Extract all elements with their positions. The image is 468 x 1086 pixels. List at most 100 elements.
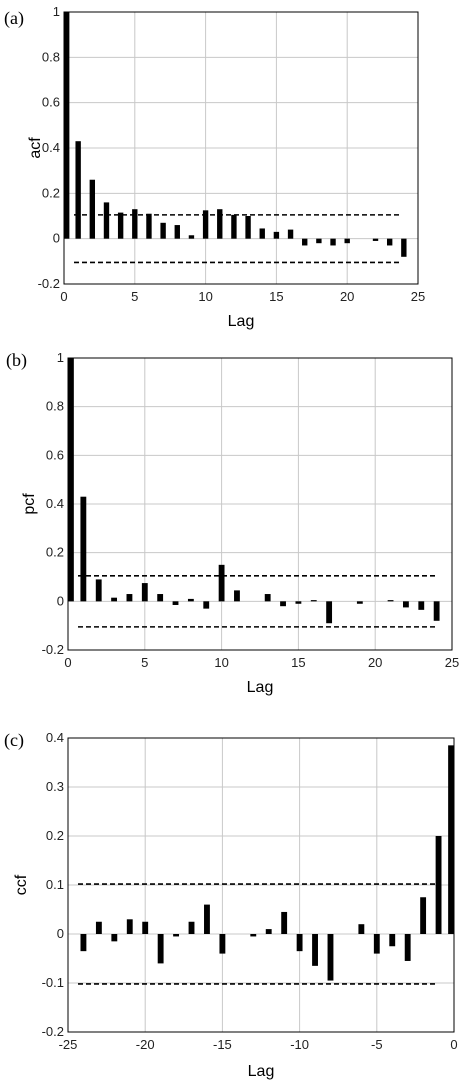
y-tick-label: 0.2 (46, 828, 64, 843)
bar-lag-14 (280, 601, 286, 607)
x-tick-label: 15 (291, 655, 305, 670)
y-tick-label: 0.8 (42, 49, 60, 64)
x-tick-label: -15 (213, 1037, 232, 1052)
bar-lag-23 (386, 238, 393, 246)
y-tick-label: 0.2 (42, 185, 60, 200)
bar-lag-2 (95, 579, 102, 602)
bar-lag-0 (448, 745, 454, 934)
x-axis-label: Lag (248, 1063, 275, 1080)
bar-lag-15 (273, 231, 280, 239)
panel-label: (a) (4, 8, 24, 29)
y-tick-label: 0.1 (46, 877, 64, 892)
x-tick-label: 25 (411, 289, 425, 304)
bar-lag-9 (203, 601, 210, 609)
bar-lag-17 (302, 238, 308, 246)
bar-lag-22 (372, 238, 379, 241)
bar-lag-13 (264, 594, 271, 602)
y-tick-label: 0 (57, 926, 64, 941)
y-tick-label: 0.4 (46, 730, 64, 745)
bar-lag--22 (111, 934, 118, 942)
bar-lag-6 (157, 594, 164, 602)
x-tick-label: 0 (450, 1037, 457, 1052)
bar-lag-9 (188, 235, 195, 239)
bar-lag--5 (373, 934, 380, 954)
bar-lag-16 (287, 229, 294, 239)
x-tick-label: 5 (131, 289, 138, 304)
bar-lag-7 (172, 601, 179, 605)
y-tick-label: 1 (57, 350, 64, 365)
y-tick-label: 0.4 (42, 140, 60, 155)
bar-lag-17 (326, 601, 333, 624)
bar-lag--9 (312, 934, 318, 966)
bar-lag-24 (433, 601, 440, 621)
chart-panel-3: -25 -20 -15 -10 -5 0 -0.2 -0.1 0 0.1 0.2 0.3 0.4 Lag c… (4, 730, 458, 1080)
bar-lag-4 (126, 594, 133, 602)
bar-lag-7 (160, 222, 166, 239)
bar-lag-3 (103, 202, 110, 239)
bar-lag-14 (259, 228, 265, 239)
panel-label: (b) (6, 350, 27, 371)
bar-lag--16 (204, 904, 210, 934)
bar-lag--24 (80, 934, 87, 952)
y-axis-label: acf (27, 137, 44, 159)
bar-lag-13 (245, 216, 251, 239)
bar-lag-18 (316, 238, 322, 244)
x-tick-label: -25 (59, 1037, 78, 1052)
y-tick-label: -0.2 (42, 1024, 64, 1039)
bar-lag-5 (141, 583, 148, 602)
y-tick-label: 0.4 (46, 496, 64, 511)
x-tick-label: -10 (290, 1037, 309, 1052)
x-tick-label: 20 (340, 289, 354, 304)
bar-lag-5 (132, 209, 138, 239)
bar-lag-15 (295, 601, 302, 604)
bar-lag-22 (403, 601, 409, 608)
x-tick-label: -20 (136, 1037, 155, 1052)
y-axis-label: pcf (21, 493, 38, 515)
y-tick-label: 0.3 (46, 779, 64, 794)
x-tick-label: 10 (198, 289, 212, 304)
bar-lag-6 (146, 213, 152, 239)
bar-lag-20 (344, 238, 350, 244)
x-tick-label: 10 (214, 655, 228, 670)
x-tick-label: 20 (368, 655, 382, 670)
bar-lag-8 (174, 225, 180, 239)
y-tick-label: -0.2 (38, 276, 60, 291)
bar-lag-24 (401, 238, 407, 257)
y-tick-label: 0 (57, 593, 64, 608)
bar-lag--21 (126, 919, 133, 934)
y-tick-label: 1 (53, 4, 60, 19)
y-tick-label: 0.6 (46, 447, 64, 462)
x-tick-label: 15 (269, 289, 283, 304)
bar-lag-11 (217, 209, 223, 239)
plot-frame (67, 737, 455, 1033)
bar-lag--20 (142, 921, 149, 934)
y-tick-label: 0.8 (46, 399, 64, 414)
bar-lag--2 (420, 897, 427, 934)
bar-lag-11 (234, 590, 240, 602)
bar-lag-0 (64, 12, 70, 239)
x-tick-label: 0 (64, 655, 71, 670)
bar-lag--3 (404, 934, 411, 961)
bar-lag-1 (80, 496, 87, 602)
bar-lag--18 (173, 934, 180, 937)
bar-lag-10 (218, 564, 225, 602)
plot-frame (63, 11, 419, 285)
bar-lag--19 (157, 934, 164, 964)
bar-lag-1 (75, 141, 81, 239)
bar-lag-21 (387, 600, 394, 602)
bar-lag--1 (435, 836, 442, 934)
x-tick-label: 5 (141, 655, 148, 670)
bar-lag-0 (68, 358, 74, 602)
bar-lag--4 (389, 934, 396, 947)
panel-label: (c) (4, 730, 24, 751)
plot-frame (67, 357, 453, 651)
x-tick-label: -5 (371, 1037, 383, 1052)
x-axis-label: Lag (247, 679, 274, 696)
bar-lag-19 (330, 238, 336, 246)
bar-lag-16 (310, 600, 317, 602)
y-tick-label: 0.2 (46, 545, 64, 560)
y-axis-label: ccf (13, 874, 30, 895)
bar-lag-4 (117, 212, 124, 239)
